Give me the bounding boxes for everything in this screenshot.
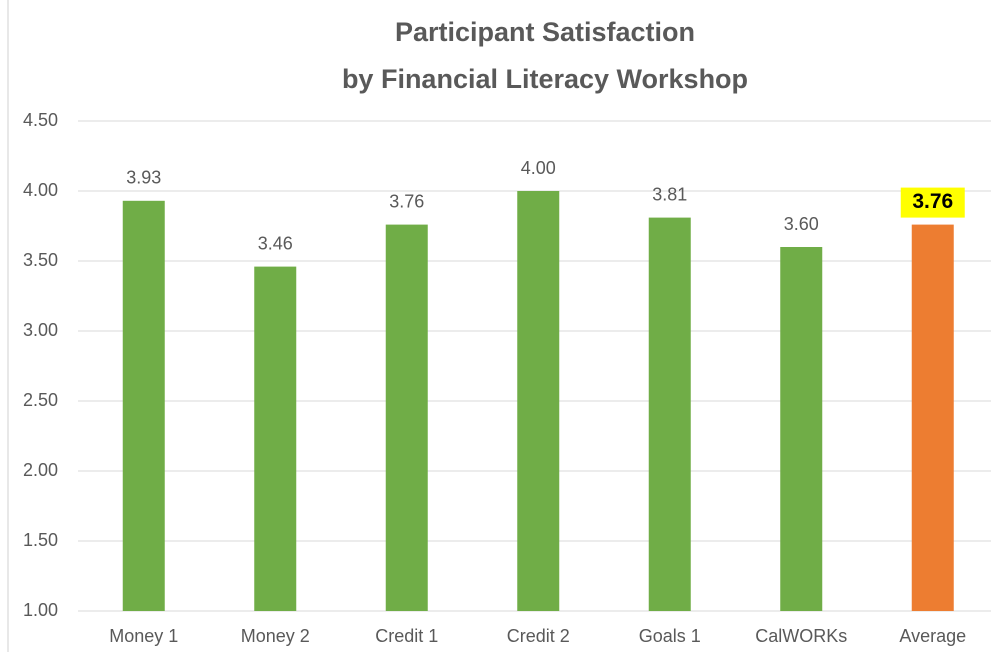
value-label: 3.93 [126, 168, 161, 188]
value-label: 4.00 [521, 158, 556, 178]
chart-title: by Financial Literacy Workshop [342, 64, 748, 94]
bar [648, 217, 691, 611]
bar [517, 191, 560, 611]
x-tick-label: Money 2 [241, 626, 310, 646]
value-label: 3.60 [784, 214, 819, 234]
value-label: 3.76 [389, 191, 424, 211]
bar [780, 247, 823, 611]
x-tick-label: Credit 2 [507, 626, 570, 646]
y-tick-label: 4.00 [23, 180, 58, 200]
bar [254, 266, 297, 611]
x-tick-label: Credit 1 [375, 626, 438, 646]
y-tick-label: 1.50 [23, 530, 58, 550]
x-tick-label: Money 1 [109, 626, 178, 646]
x-tick-label: CalWORKs [755, 626, 847, 646]
y-tick-label: 2.00 [23, 460, 58, 480]
bar [122, 200, 165, 612]
bar [911, 224, 954, 611]
y-tick-label: 1.00 [23, 600, 58, 620]
value-label: 3.76 [912, 190, 953, 213]
y-tick-label: 3.00 [23, 320, 58, 340]
bar [385, 224, 428, 611]
chart-title: Participant Satisfaction [395, 17, 695, 47]
y-tick-label: 4.50 [23, 110, 58, 130]
label-highlight [900, 187, 965, 218]
x-tick-label: Average [899, 626, 966, 646]
value-label: 3.81 [652, 184, 687, 204]
x-tick-label: Goals 1 [639, 626, 701, 646]
value-label: 3.46 [258, 233, 293, 253]
y-tick-label: 3.50 [23, 250, 58, 270]
y-tick-label: 2.50 [23, 390, 58, 410]
